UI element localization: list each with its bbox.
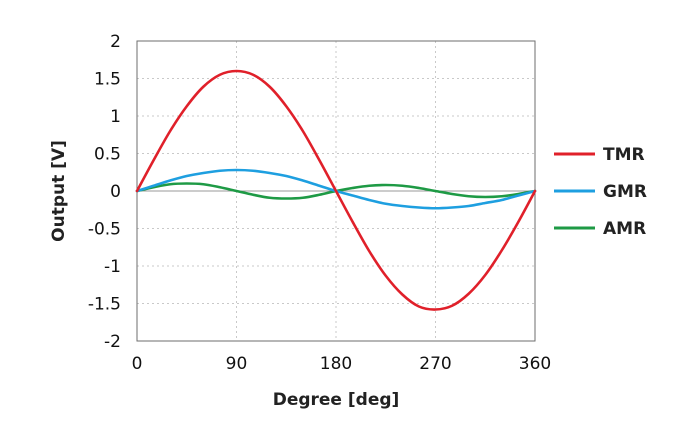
- y-tick-labels: -2 -1.5 -1 -0.5 0 0.5 1 1.5 2: [88, 32, 121, 352]
- legend-label-tmr: TMR: [603, 145, 645, 165]
- x-tick-label: 180: [320, 354, 352, 374]
- x-axis-title: Degree [deg]: [273, 390, 400, 410]
- series-lines: [135, 69, 537, 311]
- legend-label-gmr: GMR: [603, 182, 647, 202]
- x-tick-label: 0: [132, 354, 143, 374]
- y-tick-label: 0.5: [94, 145, 121, 165]
- legend: TMR GMR AMR: [554, 145, 647, 239]
- y-axis-title: Output [V]: [49, 140, 69, 242]
- x-tick-label: 270: [419, 354, 451, 374]
- series-line-tmr: [135, 69, 537, 311]
- y-tick-label: -1.5: [88, 295, 121, 315]
- y-tick-label: 2: [110, 32, 121, 52]
- y-tick-label: 1.5: [94, 70, 121, 90]
- y-tick-label: -0.5: [88, 220, 121, 240]
- y-tick-label: 1: [110, 107, 121, 127]
- y-tick-label: -1: [104, 257, 121, 277]
- x-tick-label: 360: [519, 354, 551, 374]
- x-tick-labels: 0 90 180 270 360: [132, 354, 552, 374]
- y-tick-label: -2: [104, 332, 121, 352]
- y-tick-label: 0: [110, 182, 121, 202]
- legend-label-amr: AMR: [603, 219, 646, 239]
- x-tick-label: 90: [226, 354, 248, 374]
